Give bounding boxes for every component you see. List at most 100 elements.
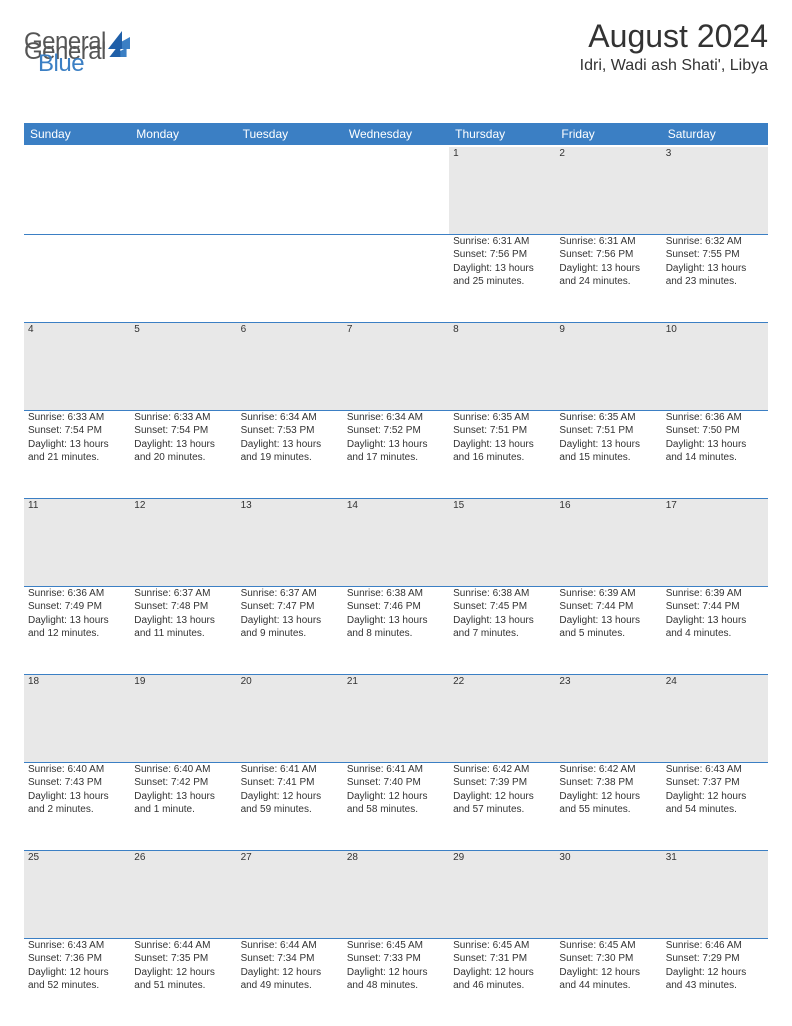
sunset-text: Sunset: 7:44 PM [559,600,657,614]
sunset-text: Sunset: 7:46 PM [347,600,445,614]
day-header: Friday [555,123,661,146]
sunrise-text: Sunrise: 6:42 AM [559,763,657,777]
daylight-text: Daylight: 12 hours and 55 minutes. [559,790,657,817]
sunset-text: Sunset: 7:49 PM [28,600,126,614]
daylight-text: Daylight: 12 hours and 58 minutes. [347,790,445,817]
sunset-text: Sunset: 7:43 PM [28,776,126,790]
sunset-text: Sunset: 7:37 PM [666,776,764,790]
day-detail-cell: Sunrise: 6:36 AMSunset: 7:50 PMDaylight:… [662,410,768,498]
day-number-cell: 24 [662,674,768,762]
sunrise-text: Sunrise: 6:43 AM [666,763,764,777]
sunset-text: Sunset: 7:54 PM [28,424,126,438]
day-header: Wednesday [343,123,449,146]
sunrise-text: Sunrise: 6:45 AM [347,939,445,953]
day-detail-cell: Sunrise: 6:43 AMSunset: 7:36 PMDaylight:… [24,938,130,1026]
sunset-text: Sunset: 7:44 PM [666,600,764,614]
day-detail-cell: Sunrise: 6:44 AMSunset: 7:34 PMDaylight:… [237,938,343,1026]
day-number-cell: 27 [237,850,343,938]
day-number-cell: 2 [555,146,661,234]
sunrise-text: Sunrise: 6:43 AM [28,939,126,953]
day-detail-cell: Sunrise: 6:46 AMSunset: 7:29 PMDaylight:… [662,938,768,1026]
daylight-text: Daylight: 13 hours and 16 minutes. [453,438,551,465]
sunset-text: Sunset: 7:33 PM [347,952,445,966]
sunset-text: Sunset: 7:52 PM [347,424,445,438]
day-number-cell: 22 [449,674,555,762]
day-detail-cell: Sunrise: 6:38 AMSunset: 7:45 PMDaylight:… [449,586,555,674]
sunset-text: Sunset: 7:55 PM [666,248,764,262]
day-detail-cell: Sunrise: 6:45 AMSunset: 7:30 PMDaylight:… [555,938,661,1026]
day-header: Monday [130,123,236,146]
week-number-row: 18192021222324 [24,674,768,762]
week-detail-row: Sunrise: 6:36 AMSunset: 7:49 PM Daylight:… [24,586,768,674]
day-number-cell: 10 [662,322,768,410]
sunset-text: Sunset: 7:30 PM [559,952,657,966]
sunset-text: Sunset: 7:48 PM [134,600,232,614]
daylight-text: Daylight: 12 hours and 52 minutes. [28,966,126,993]
week-detail-row: Sunrise: 6:31 AMSunset: 7:56 PMDaylight:… [24,234,768,322]
sunset-text: Sunset: 7:45 PM [453,600,551,614]
day-detail-cell: Sunrise: 6:33 AMSunset: 7:54 PMDaylight:… [24,410,130,498]
sunrise-text: Sunrise: 6:38 AM [453,587,551,601]
day-detail-cell [343,234,449,322]
sunset-text: Sunset: 7:35 PM [134,952,232,966]
day-number-cell: 16 [555,498,661,586]
day-number-cell: 6 [237,322,343,410]
daylight-text: Daylight: 13 hours and 15 minutes. [559,438,657,465]
day-number-cell: 11 [24,498,130,586]
sunset-text: Sunset: 7:51 PM [559,424,657,438]
daylight-text: Daylight: 12 hours and 57 minutes. [453,790,551,817]
day-detail-cell: Sunrise: 6:42 AMSunset: 7:39 PMDaylight:… [449,762,555,850]
sunrise-text: Sunrise: 6:36 AM [28,587,126,601]
day-detail-cell [24,234,130,322]
day-number-cell: 19 [130,674,236,762]
sunset-text: Sunset: 7:54 PM [134,424,232,438]
daylight-text: Daylight: 13 hours and 14 minutes. [666,438,764,465]
daylight-text: Daylight: 12 hours and 48 minutes. [347,966,445,993]
daylight-text: Daylight: 13 hours and 20 minutes. [134,438,232,465]
day-detail-cell: Sunrise: 6:41 AMSunset: 7:40 PMDaylight:… [343,762,449,850]
header: General August 2024 Idri, Wadi ash Shati… [24,18,768,75]
daylight-text: Daylight: 13 hours and 9 minutes. [241,614,339,641]
week-detail-row: Sunrise: 6:43 AMSunset: 7:36 PMDaylight:… [24,938,768,1026]
day-detail-cell: Sunrise: 6:31 AMSunset: 7:56 PMDaylight:… [449,234,555,322]
daylight-text: Daylight: 13 hours and 8 minutes. [347,614,445,641]
day-detail-cell: Sunrise: 6:43 AMSunset: 7:37 PMDaylight:… [662,762,768,850]
day-number-cell: 20 [237,674,343,762]
day-header: Thursday [449,123,555,146]
sunrise-text: Sunrise: 6:36 AM [666,411,764,425]
sunrise-text: Sunrise: 6:44 AM [134,939,232,953]
sunrise-text: Sunrise: 6:35 AM [453,411,551,425]
sunrise-text: Sunrise: 6:42 AM [453,763,551,777]
week-number-row: 45678910 [24,322,768,410]
sunrise-text: Sunrise: 6:45 AM [559,939,657,953]
day-number-cell: 15 [449,498,555,586]
daylight-text: Daylight: 12 hours and 54 minutes. [666,790,764,817]
sunrise-text: Sunrise: 6:40 AM [28,763,126,777]
day-detail-cell: Sunrise: 6:45 AMSunset: 7:33 PMDaylight:… [343,938,449,1026]
day-detail-cell: Sunrise: 6:39 AMSunset: 7:44 PMDaylight:… [555,586,661,674]
day-number-cell: 21 [343,674,449,762]
sunrise-text: Sunrise: 6:32 AM [666,235,764,249]
day-number-cell: 25 [24,850,130,938]
daylight-text: Daylight: 13 hours and 2 minutes. [28,790,126,817]
daylight-text: Daylight: 13 hours and 4 minutes. [666,614,764,641]
daylight-text: Daylight: 13 hours and 17 minutes. [347,438,445,465]
day-number-cell: 26 [130,850,236,938]
sunrise-text: Sunrise: 6:45 AM [453,939,551,953]
week-detail-row: Sunrise: 6:40 AMSunset: 7:43 PMDaylight:… [24,762,768,850]
day-number-cell: 17 [662,498,768,586]
sunrise-text: Sunrise: 6:31 AM [453,235,551,249]
sunrise-text: Sunrise: 6:33 AM [28,411,126,425]
day-detail-cell: Sunrise: 6:37 AMSunset: 7:48 PMDaylight:… [130,586,236,674]
daylight-text: Daylight: 13 hours and 19 minutes. [241,438,339,465]
sunset-text: Sunset: 7:50 PM [666,424,764,438]
day-detail-cell: Sunrise: 6:38 AMSunset: 7:46 PMDaylight:… [343,586,449,674]
day-number-cell: 12 [130,498,236,586]
day-header: Tuesday [237,123,343,146]
sunset-text: Sunset: 7:42 PM [134,776,232,790]
day-number-cell [24,146,130,234]
sunrise-text: Sunrise: 6:46 AM [666,939,764,953]
day-number-cell: 29 [449,850,555,938]
day-detail-cell: Sunrise: 6:40 AMSunset: 7:42 PMDaylight:… [130,762,236,850]
day-detail-cell: Sunrise: 6:45 AMSunset: 7:31 PMDaylight:… [449,938,555,1026]
